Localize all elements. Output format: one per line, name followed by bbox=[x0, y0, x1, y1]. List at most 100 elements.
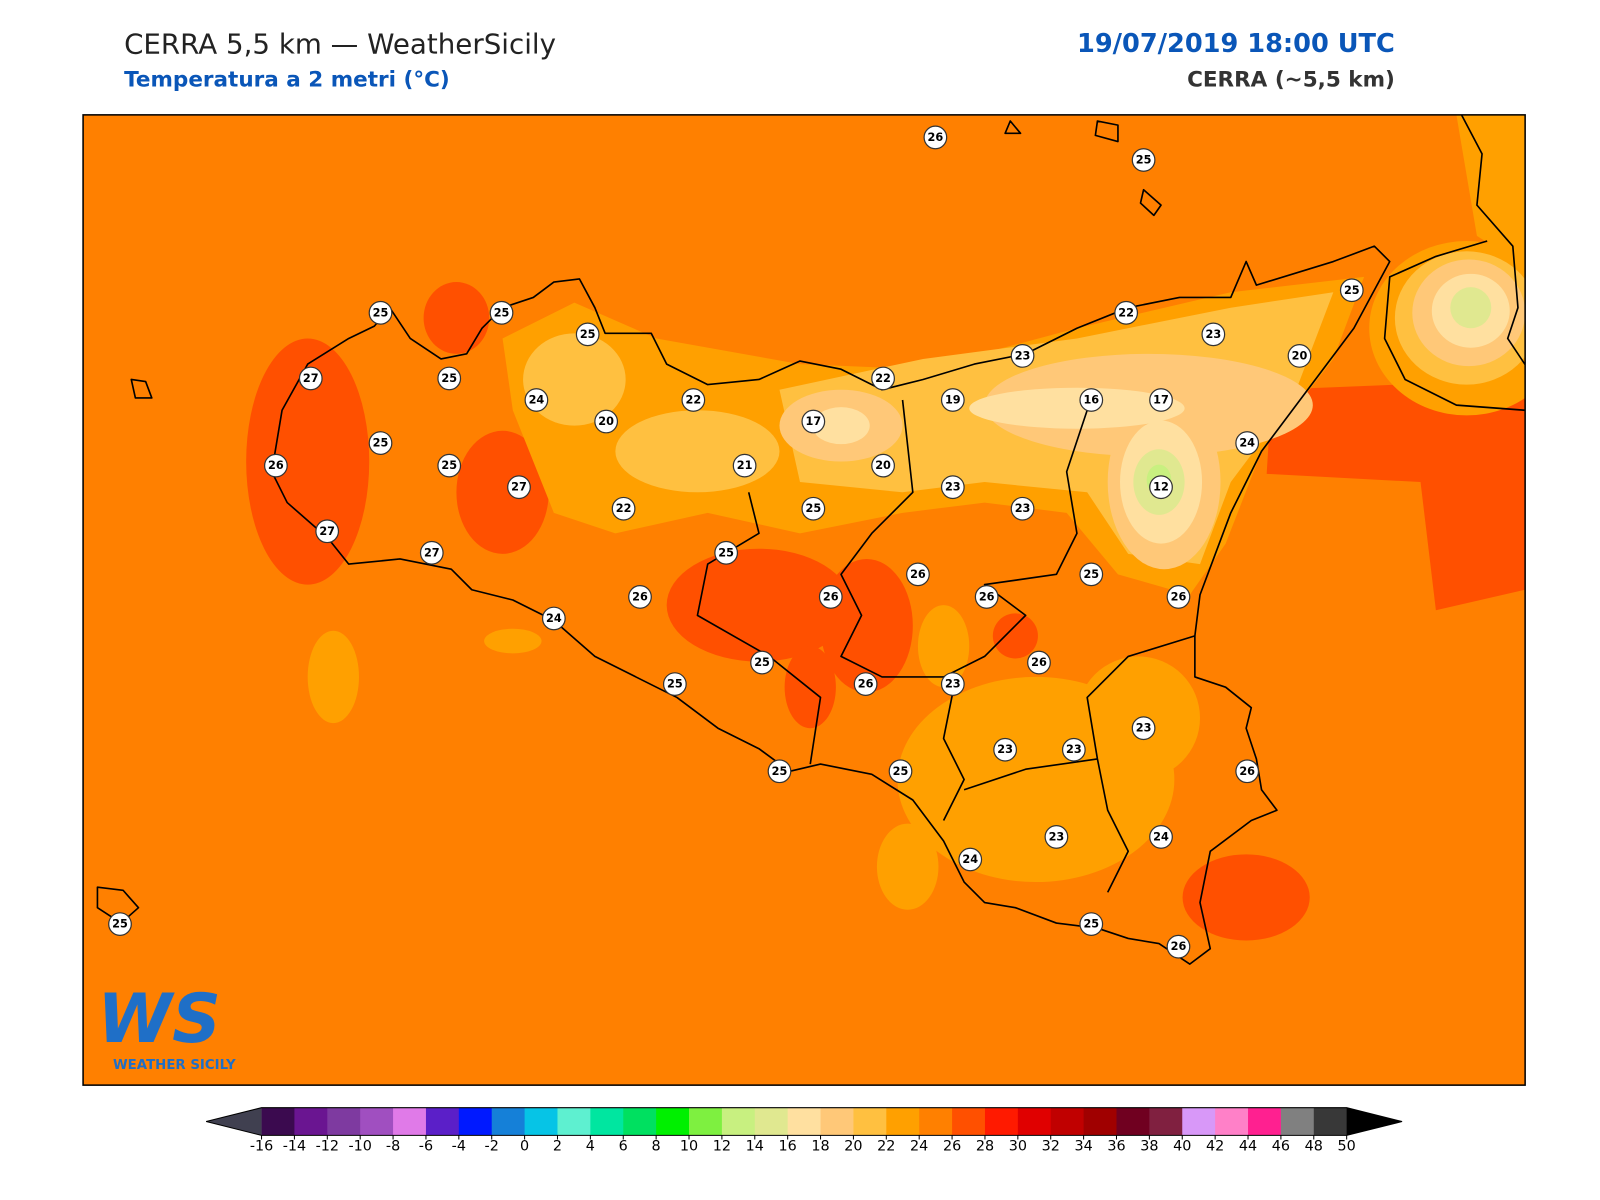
date: 19/07/2019 18:00 UTC bbox=[1077, 29, 1395, 59]
colorbar-tick-label: 8 bbox=[652, 1139, 661, 1155]
colorbar-tick-label: -14 bbox=[283, 1139, 306, 1155]
station-marker bbox=[263, 453, 288, 478]
station-value: 26 bbox=[979, 590, 995, 603]
station-value: 25 bbox=[441, 459, 457, 472]
station-value: 25 bbox=[754, 656, 770, 669]
colorbar-segment bbox=[952, 1107, 986, 1136]
station-marker bbox=[315, 519, 340, 544]
station-marker bbox=[1166, 585, 1191, 609]
station-marker bbox=[108, 912, 132, 936]
station-value: 16 bbox=[1083, 394, 1099, 407]
title: CERRA 5,5 km — WeatherSicily bbox=[124, 28, 556, 61]
station-marker bbox=[940, 388, 965, 412]
colorbar: -16 -14 -12 -10 -8 -6 -4 -2 0 2 4 6 8 10 12 14 16 18 20 22 2… bbox=[206, 1107, 1403, 1155]
station-value: 26 bbox=[910, 568, 926, 581]
station-marker bbox=[681, 388, 706, 412]
station-value: 26 bbox=[858, 678, 874, 691]
station-value: 25 bbox=[494, 306, 510, 319]
colorbar-tick-label: 16 bbox=[779, 1139, 797, 1155]
station-marker bbox=[1166, 934, 1191, 959]
station-value: 25 bbox=[1136, 154, 1152, 167]
station-marker bbox=[940, 672, 965, 696]
colorbar-tick-label: 34 bbox=[1074, 1139, 1092, 1155]
station-marker bbox=[1235, 759, 1260, 784]
colorbar-tick-label: 50 bbox=[1338, 1139, 1356, 1155]
station-marker bbox=[1079, 912, 1104, 936]
station-value: 26 bbox=[928, 131, 944, 144]
station-value: 25 bbox=[373, 306, 389, 319]
colorbar-tick-label: 26 bbox=[943, 1139, 961, 1155]
station-value: 26 bbox=[1239, 765, 1255, 778]
station-marker bbox=[419, 540, 444, 565]
station-marker bbox=[974, 585, 999, 609]
station-value: 25 bbox=[580, 328, 596, 341]
station-marker bbox=[298, 366, 323, 391]
station-marker bbox=[958, 847, 983, 872]
colorbar-tick-label: 46 bbox=[1272, 1139, 1290, 1155]
colorbar-over bbox=[1346, 1107, 1403, 1136]
station-marker bbox=[541, 606, 566, 631]
station-value: 26 bbox=[632, 590, 648, 603]
station-marker bbox=[853, 672, 878, 696]
colorbar-segment bbox=[689, 1107, 723, 1136]
colorbar-segment bbox=[458, 1107, 493, 1136]
colorbar-segment bbox=[1050, 1107, 1085, 1136]
station-marker bbox=[662, 672, 687, 696]
station-value: 20 bbox=[875, 459, 891, 472]
station-value: 25 bbox=[772, 765, 788, 778]
colorbar-tick-label: 14 bbox=[746, 1139, 764, 1155]
station-marker bbox=[1010, 496, 1035, 521]
colorbar-segment bbox=[425, 1107, 460, 1136]
colorbar-segment bbox=[524, 1107, 558, 1136]
station-value: 27 bbox=[424, 546, 440, 559]
colorbar-tick-label: 18 bbox=[811, 1139, 829, 1155]
station-marker bbox=[1235, 431, 1260, 455]
colorbar-tick-label: -8 bbox=[386, 1139, 400, 1155]
station-marker bbox=[871, 366, 895, 391]
station-marker bbox=[368, 431, 393, 455]
colorbar-segment bbox=[327, 1107, 361, 1136]
colorbar-tick-label: 22 bbox=[877, 1139, 895, 1155]
station-value: 25 bbox=[893, 765, 909, 778]
colorbar-segment bbox=[886, 1107, 920, 1136]
station-value: 17 bbox=[1153, 394, 1169, 407]
station-value: 25 bbox=[112, 918, 128, 931]
station-value: 26 bbox=[268, 459, 284, 472]
station-marker bbox=[1027, 650, 1051, 675]
colorbar-segment bbox=[557, 1107, 591, 1136]
station-marker bbox=[940, 475, 965, 500]
station-marker bbox=[750, 650, 774, 675]
station-marker bbox=[906, 562, 930, 587]
station-marker bbox=[1079, 388, 1104, 412]
colorbar-tick-label: 32 bbox=[1042, 1139, 1060, 1155]
colorbar-segment bbox=[590, 1107, 624, 1136]
station-marker bbox=[923, 125, 948, 150]
station-value: 22 bbox=[616, 502, 632, 515]
colorbar-segment bbox=[656, 1107, 690, 1136]
colorbar-segment bbox=[919, 1107, 953, 1136]
station-marker bbox=[1149, 475, 1173, 500]
station-marker bbox=[818, 585, 843, 609]
station-marker bbox=[801, 409, 826, 434]
colorbar-segment bbox=[721, 1107, 756, 1136]
colorbar-segment bbox=[294, 1107, 328, 1136]
colorbar-segment bbox=[261, 1107, 295, 1136]
station-marker bbox=[732, 453, 757, 478]
colorbar-tick-label: -6 bbox=[419, 1139, 433, 1155]
colorbar-under bbox=[206, 1107, 262, 1136]
station-value: 26 bbox=[1031, 656, 1047, 669]
colorbar-tick-label: 48 bbox=[1305, 1139, 1323, 1155]
station-value: 20 bbox=[1292, 349, 1308, 362]
station-value: 24 bbox=[1239, 437, 1255, 450]
logo-name: WEATHER SICILY bbox=[113, 1058, 236, 1073]
station-marker bbox=[611, 496, 636, 521]
station-value: 26 bbox=[823, 590, 839, 603]
colorbar-segment bbox=[853, 1107, 887, 1136]
station-value: 24 bbox=[546, 612, 562, 625]
colorbar-segment bbox=[1215, 1107, 1249, 1136]
colorbar-tick-label: 20 bbox=[844, 1139, 862, 1155]
colorbar-tick-label: -2 bbox=[485, 1139, 499, 1155]
colorbar-segment bbox=[393, 1107, 427, 1136]
colorbar-segment bbox=[820, 1107, 854, 1136]
